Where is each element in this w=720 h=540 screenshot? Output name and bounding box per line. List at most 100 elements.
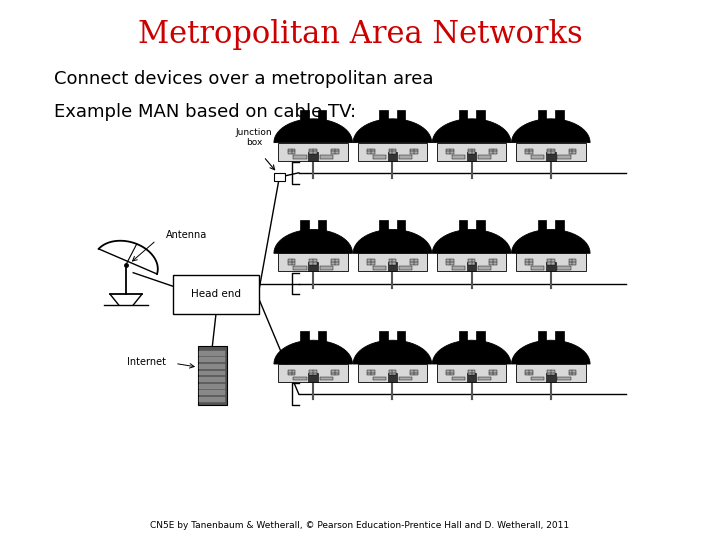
Bar <box>379 331 388 343</box>
Bar <box>446 149 454 154</box>
Bar <box>446 370 454 375</box>
Bar <box>199 390 225 395</box>
Bar <box>358 143 427 161</box>
Bar <box>320 156 333 159</box>
Bar <box>399 156 413 159</box>
Bar <box>279 253 348 272</box>
Bar <box>410 370 418 375</box>
Bar <box>310 260 317 265</box>
Polygon shape <box>274 340 353 364</box>
Bar <box>516 364 585 382</box>
Bar <box>372 156 386 159</box>
Bar <box>389 370 396 375</box>
Text: Internet: Internet <box>127 357 166 367</box>
Bar <box>547 260 554 265</box>
Bar <box>397 110 405 122</box>
Bar <box>526 260 533 265</box>
Bar <box>379 220 388 232</box>
Polygon shape <box>353 119 432 143</box>
Bar <box>358 364 427 382</box>
Bar <box>531 266 544 269</box>
Bar <box>293 266 307 269</box>
Polygon shape <box>432 340 511 364</box>
Bar <box>198 346 227 405</box>
Bar <box>310 370 317 375</box>
Bar <box>397 331 405 343</box>
Polygon shape <box>353 340 432 364</box>
Bar <box>490 260 497 265</box>
Bar <box>538 331 546 343</box>
Bar <box>538 110 546 122</box>
Bar <box>279 143 348 161</box>
Bar <box>437 253 506 272</box>
Text: Connect devices over a metropolitan area: Connect devices over a metropolitan area <box>54 70 433 88</box>
Bar <box>557 377 571 380</box>
Bar <box>516 143 585 161</box>
Bar <box>387 152 397 161</box>
Polygon shape <box>274 119 353 143</box>
Bar <box>399 266 413 269</box>
Bar <box>372 266 386 269</box>
Bar <box>397 220 405 232</box>
Bar <box>387 262 397 272</box>
Bar <box>367 260 374 265</box>
Bar <box>331 260 338 265</box>
Bar <box>467 262 477 272</box>
Bar <box>310 149 317 154</box>
Bar <box>372 377 386 380</box>
Bar <box>389 149 396 154</box>
Bar <box>468 260 475 265</box>
Bar <box>557 266 571 269</box>
Bar <box>437 143 506 161</box>
Bar <box>293 156 307 159</box>
Bar <box>358 253 427 272</box>
Bar <box>467 373 477 382</box>
Text: Metropolitan Area Networks: Metropolitan Area Networks <box>138 19 582 50</box>
Bar <box>546 373 556 382</box>
Polygon shape <box>432 230 511 253</box>
Bar <box>531 156 544 159</box>
Bar <box>199 357 225 362</box>
Bar <box>531 377 544 380</box>
Bar <box>199 377 225 382</box>
Polygon shape <box>511 340 590 364</box>
Bar <box>451 266 465 269</box>
Bar <box>468 370 475 375</box>
Bar <box>274 173 285 181</box>
Bar <box>320 377 333 380</box>
Polygon shape <box>353 230 432 253</box>
Bar <box>318 220 326 232</box>
Bar <box>546 262 556 272</box>
Bar <box>300 110 309 122</box>
Bar <box>308 152 318 161</box>
Bar <box>446 260 454 265</box>
Bar <box>468 149 475 154</box>
Bar <box>451 377 465 380</box>
Bar <box>538 220 546 232</box>
Bar <box>546 152 556 161</box>
Polygon shape <box>511 230 590 253</box>
Bar <box>557 156 571 159</box>
Bar <box>199 384 225 388</box>
Bar <box>300 331 309 343</box>
Bar <box>387 373 397 382</box>
Bar <box>555 220 564 232</box>
Bar <box>547 370 554 375</box>
Bar <box>199 351 225 355</box>
Text: Head end: Head end <box>191 289 241 299</box>
Bar <box>199 364 225 369</box>
Bar <box>459 110 467 122</box>
Bar <box>279 364 348 382</box>
Bar <box>308 262 318 272</box>
Bar <box>288 260 295 265</box>
Bar <box>490 370 497 375</box>
Bar <box>367 370 374 375</box>
Text: Antenna: Antenna <box>166 230 207 240</box>
Bar <box>476 110 485 122</box>
Bar <box>516 253 585 272</box>
Bar <box>318 110 326 122</box>
Bar <box>467 152 477 161</box>
Polygon shape <box>274 230 353 253</box>
Bar <box>199 370 225 375</box>
Bar <box>569 260 576 265</box>
